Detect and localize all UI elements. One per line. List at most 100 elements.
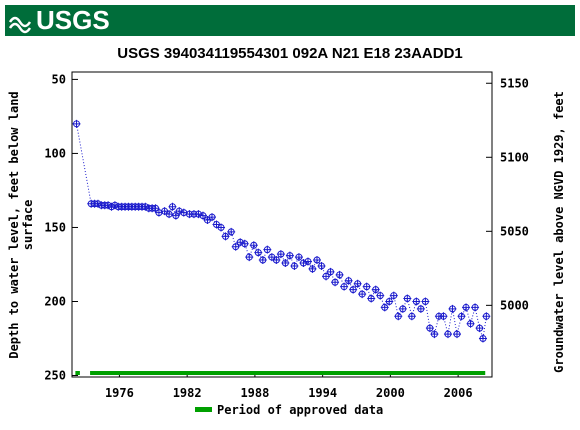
point-cross: [421, 297, 430, 306]
x-tick-label: 1982: [173, 386, 202, 400]
point-cross: [141, 202, 150, 211]
legend-label: Period of approved data: [217, 403, 383, 417]
x-tick-label: 1994: [308, 386, 337, 400]
data-point: [340, 282, 349, 291]
y2-tick-label: 5100: [500, 150, 529, 164]
point-cross: [448, 304, 457, 313]
data-point: [227, 227, 236, 236]
y-tick-label: 50: [52, 72, 66, 86]
data-point: [407, 312, 416, 321]
data-point: [367, 294, 376, 303]
data-point: [151, 204, 160, 213]
point-cross: [171, 211, 180, 220]
data-point: [389, 291, 398, 300]
x-tick-label: 1976: [105, 386, 134, 400]
point-cross: [416, 304, 425, 313]
point-cross: [335, 270, 344, 279]
data-point: [175, 207, 184, 216]
data-point: [276, 250, 285, 259]
point-cross: [466, 319, 475, 328]
data-point: [349, 285, 358, 294]
x-tick-label: 2000: [376, 386, 405, 400]
data-point: [326, 267, 335, 276]
data-point: [385, 297, 394, 306]
data-point: [478, 334, 487, 343]
data-point: [371, 285, 380, 294]
point-cross: [326, 267, 335, 276]
data-point: [380, 303, 389, 312]
point-cross: [425, 324, 434, 333]
y2-tick-label: 5150: [500, 76, 529, 90]
point-cross: [403, 294, 412, 303]
y-tick-label: 200: [44, 294, 66, 308]
point-cross: [198, 211, 207, 220]
point-cross: [371, 285, 380, 294]
data-point: [72, 119, 81, 128]
data-point: [376, 291, 385, 300]
point-cross: [430, 330, 439, 339]
plot-frame: [71, 71, 493, 378]
data-point: [421, 297, 430, 306]
y2-tick-label: 5050: [500, 224, 529, 238]
point-cross: [317, 261, 326, 270]
point-cross: [340, 282, 349, 291]
x-tick-label: 1988: [240, 386, 269, 400]
data-point: [285, 251, 294, 260]
y-axis-label: Depth to water level, feet below land: [7, 91, 21, 358]
data-point: [331, 278, 340, 287]
data-point: [475, 324, 484, 333]
y2-tick-label: 5000: [500, 298, 529, 312]
point-cross: [478, 334, 487, 343]
data-point: [236, 238, 245, 247]
point-cross: [175, 207, 184, 216]
data-point: [335, 270, 344, 279]
data-point: [231, 242, 240, 251]
point-cross: [471, 303, 480, 312]
data-point: [403, 294, 412, 303]
point-cross: [294, 253, 303, 262]
point-cross: [462, 303, 471, 312]
data-point: [430, 330, 439, 339]
point-cross: [475, 324, 484, 333]
data-point: [394, 312, 403, 321]
data-point: [245, 253, 254, 262]
point-cross: [276, 250, 285, 259]
y-tick-label: 250: [44, 369, 66, 383]
point-cross: [376, 291, 385, 300]
approved-period: [90, 371, 486, 375]
y2-axis-label: Groundwater level above NGVD 1929, feet: [552, 91, 566, 373]
data-point: [299, 258, 308, 267]
point-cross: [217, 223, 226, 232]
point-cross: [439, 312, 448, 321]
data-point: [263, 245, 272, 254]
data-point: [462, 303, 471, 312]
point-cross: [72, 119, 81, 128]
point-cross: [385, 297, 394, 306]
point-cross: [104, 201, 113, 210]
data-point: [353, 279, 362, 288]
point-cross: [254, 248, 263, 257]
data-point: [457, 312, 466, 321]
point-cross: [208, 213, 216, 222]
data-point: [303, 257, 312, 266]
y-tick-label: 100: [44, 146, 66, 160]
data-point: [466, 319, 475, 328]
point-cross: [412, 297, 421, 306]
point-cross: [281, 258, 290, 267]
y-tick-label: 150: [44, 220, 66, 234]
point-cross: [231, 242, 240, 251]
point-cross: [151, 204, 160, 213]
y-axis-label: surface: [21, 200, 35, 251]
data-point: [198, 211, 207, 220]
point-cross: [308, 264, 317, 273]
data-point: [398, 304, 407, 313]
data-point: [290, 261, 299, 270]
data-point: [358, 290, 367, 299]
header-bar: [5, 5, 575, 36]
point-cross: [249, 241, 258, 250]
point-cross: [299, 258, 308, 267]
point-cross: [227, 227, 236, 236]
point-cross: [482, 312, 491, 321]
data-point: [416, 304, 425, 313]
legend-swatch: [195, 407, 212, 412]
